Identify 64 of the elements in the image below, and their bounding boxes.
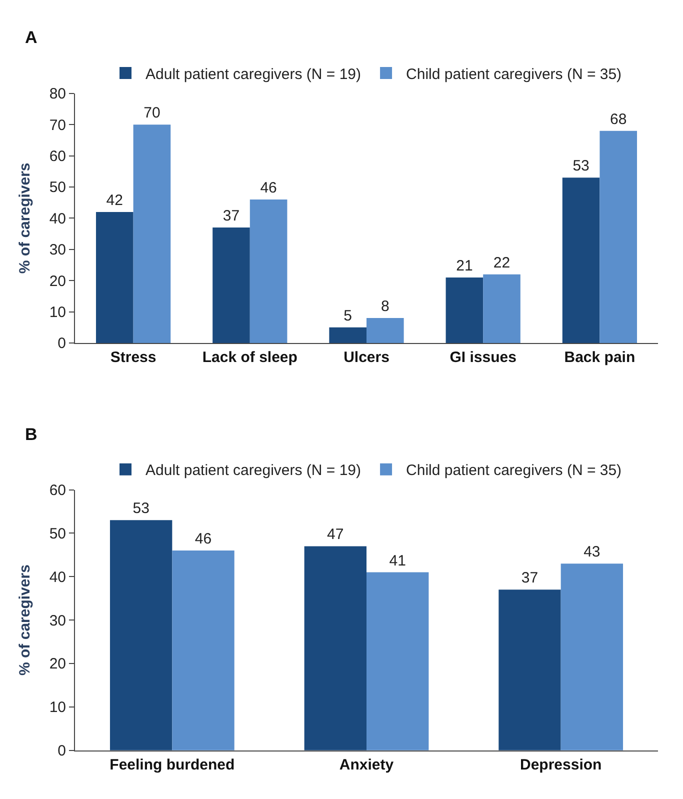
- legend-label: Adult patient caregivers (N = 19): [146, 66, 362, 83]
- chart-title: B: [25, 425, 38, 444]
- data-label: 43: [584, 544, 600, 561]
- x-tick-label: Stress: [110, 348, 156, 366]
- data-label: 37: [521, 570, 538, 587]
- data-label: 53: [132, 500, 150, 518]
- x-tick-label: Anxiety: [339, 756, 394, 774]
- bar: [133, 124, 171, 343]
- x-tick-label: Depression: [520, 756, 602, 774]
- data-label: 70: [144, 104, 160, 122]
- y-tick-label: 0: [58, 742, 66, 760]
- x-tick-label: Feeling burdened: [110, 756, 235, 774]
- y-tick-label: 40: [49, 568, 66, 586]
- bar: [250, 199, 288, 343]
- bar: [329, 327, 366, 343]
- y-tick-label: 50: [49, 179, 66, 196]
- data-label: 53: [572, 158, 590, 175]
- y-tick-label: 40: [49, 210, 66, 228]
- y-tick-label: 30: [49, 612, 66, 630]
- bar: [304, 546, 366, 750]
- data-label: 47: [327, 526, 344, 544]
- y-tick-label: 80: [49, 86, 66, 103]
- legend-label: Child patient caregivers (N = 35): [406, 462, 622, 480]
- data-label: 46: [194, 530, 212, 548]
- data-label: 22: [493, 254, 510, 272]
- bar: [600, 130, 638, 343]
- legend-label: Adult patient caregivers (N = 19): [146, 462, 362, 480]
- bar: [110, 520, 172, 750]
- bar: [172, 550, 234, 750]
- y-tick-label: 60: [49, 482, 66, 500]
- y-tick-label: 0: [58, 335, 66, 352]
- y-tick-label: 10: [49, 304, 66, 322]
- bar: [212, 228, 250, 343]
- data-label: 37: [222, 208, 240, 225]
- legend-label: Child patient caregivers (N = 35): [406, 66, 622, 83]
- data-label: 46: [260, 179, 277, 196]
- y-tick-label: 50: [49, 525, 66, 542]
- bar: [483, 274, 520, 343]
- data-label: 42: [106, 192, 123, 209]
- x-tick-label: Ulcers: [344, 348, 390, 366]
- y-axis-title: % of caregivers: [16, 162, 34, 274]
- data-label: 68: [610, 110, 627, 128]
- bar: [498, 590, 561, 750]
- y-tick-label: 60: [49, 148, 66, 166]
- y-tick-label: 20: [49, 272, 66, 290]
- bar: [366, 572, 429, 750]
- x-tick-label: Lack of sleep: [202, 348, 298, 366]
- y-tick-label: 20: [49, 656, 66, 673]
- y-axis-title: % of caregivers: [16, 564, 34, 676]
- data-label: 21: [456, 257, 473, 274]
- chart-title: A: [25, 28, 38, 47]
- bar: [446, 277, 484, 343]
- bar: [366, 318, 404, 343]
- y-tick-label: 70: [49, 116, 66, 134]
- y-tick-label: 10: [49, 699, 66, 716]
- data-label: 41: [389, 552, 406, 570]
- bar: [560, 564, 624, 750]
- bar: [96, 212, 134, 343]
- data-label: 5: [344, 307, 352, 324]
- x-tick-label: Back pain: [564, 348, 636, 366]
- y-tick-label: 30: [49, 242, 66, 259]
- bar: [562, 178, 600, 343]
- x-tick-label: GI issues: [450, 348, 516, 366]
- data-label: 8: [380, 298, 390, 315]
